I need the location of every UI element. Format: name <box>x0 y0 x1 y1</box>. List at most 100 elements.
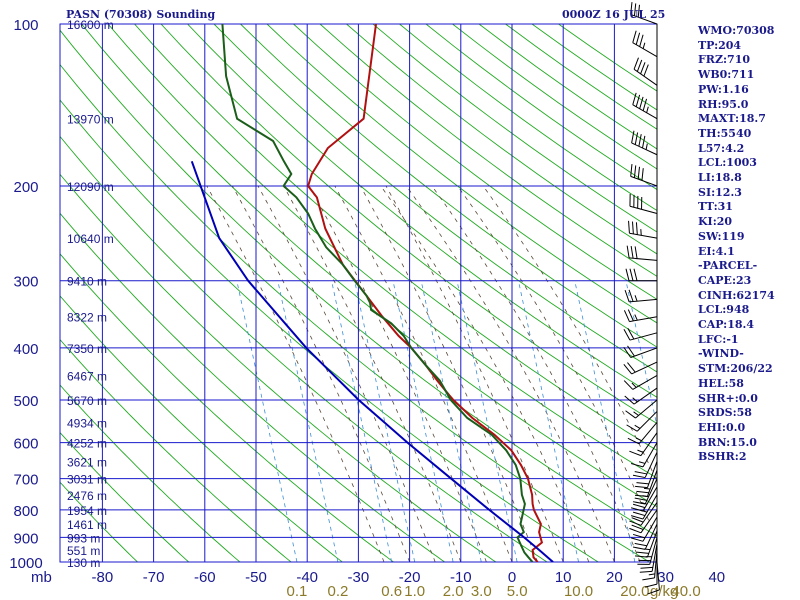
index-entry: MAXT:18.7 <box>698 112 766 126</box>
barb-staff <box>629 205 658 214</box>
profiles <box>190 24 554 562</box>
mixing-ratio-label: 5.0 <box>507 583 528 600</box>
barb-staff <box>638 421 658 445</box>
barb-flag <box>642 577 655 581</box>
barb-flag <box>642 135 646 149</box>
barb-flag <box>636 59 643 72</box>
barb-flag <box>644 583 658 588</box>
barb-staff <box>640 509 658 534</box>
temperature-tick-label: 0 <box>508 569 516 586</box>
barb-flag <box>623 363 633 375</box>
mixing-unit-label: g/kg <box>650 583 678 600</box>
height-label: 13970 m <box>67 113 114 127</box>
barb-flag <box>640 566 653 569</box>
wind-barb <box>629 509 658 534</box>
barb-flag <box>628 220 630 234</box>
height-label: 7350 m <box>67 342 107 356</box>
barb-flag <box>635 32 641 45</box>
height-label: 6467 m <box>67 369 107 383</box>
moist-adiabat <box>431 185 641 562</box>
height-label: 130 m <box>67 556 100 570</box>
wind-barb <box>639 543 658 573</box>
profile-line <box>221 24 534 562</box>
mixing-ratio-label: 0.1 <box>287 583 308 600</box>
barb-half-flag <box>648 573 655 576</box>
temperature-tick-label: 10 <box>555 569 572 586</box>
barb-staff <box>640 432 658 456</box>
index-entry: -WIND- <box>698 347 744 361</box>
barb-flag <box>631 524 644 530</box>
mixing-ratio-label: 0.2 <box>327 583 348 600</box>
background-lines <box>60 24 657 562</box>
barb-half-flag <box>643 548 651 551</box>
wind-barb <box>625 268 657 282</box>
barb-flag <box>631 130 635 144</box>
index-entry: CINH:62174 <box>698 288 775 302</box>
barb-flag <box>642 98 648 111</box>
temperature-tick-label: -70 <box>143 569 165 586</box>
dry-adiabat <box>60 295 344 562</box>
barb-half-flag <box>635 437 642 442</box>
moist-adiabat <box>206 185 385 562</box>
barb-flag <box>639 34 644 47</box>
mixing-ratio-line <box>518 280 579 562</box>
wind-barb <box>629 193 658 214</box>
barb-flag <box>639 570 653 573</box>
barb-staff <box>633 387 658 405</box>
barb-flag <box>632 501 646 505</box>
mixing-ratio-label: 1.0 <box>404 583 425 600</box>
wind-barb <box>635 530 658 558</box>
y-unit-label: mb <box>31 569 52 586</box>
pressure-tick-label: 300 <box>13 274 38 291</box>
barb-staff <box>632 374 658 390</box>
barb-flag <box>624 395 635 405</box>
barb-flag <box>632 30 637 43</box>
wind-barb <box>633 57 658 86</box>
index-entry: PW:1.16 <box>698 82 749 96</box>
wind-barb <box>630 516 658 542</box>
dry-adiabat <box>60 63 651 562</box>
barb-staff <box>631 142 658 156</box>
index-entry: HEL:58 <box>698 376 744 390</box>
height-label: 5670 m <box>67 394 107 408</box>
index-entry: CAPE:23 <box>698 273 752 287</box>
dry-adiabat <box>60 135 548 562</box>
barb-flag <box>634 497 647 501</box>
wind-barbs <box>623 2 660 595</box>
dry-adiabat <box>81 24 657 508</box>
barb-staff <box>629 257 658 261</box>
barb-flag <box>629 520 642 526</box>
height-label: 3031 m <box>67 473 107 487</box>
barb-flag <box>635 222 638 235</box>
index-entry: SHR+:0.0 <box>698 391 758 405</box>
index-entry: CAP:18.4 <box>698 318 755 332</box>
index-entry: SRDS:58 <box>698 406 752 420</box>
index-entry: TT:31 <box>698 200 733 214</box>
barb-flag <box>637 166 640 180</box>
height-label: 8322 m <box>67 311 107 325</box>
moist-adiabat <box>482 185 657 483</box>
barb-half-flag <box>643 487 651 490</box>
wind-barb <box>627 421 658 445</box>
barb-staff <box>629 332 658 341</box>
barb-flag <box>634 471 647 475</box>
barb-half-flag <box>633 411 639 416</box>
temperature-tick-label: -30 <box>348 569 370 586</box>
wind-barb <box>623 309 658 323</box>
mixing-ratio-label: 40.0 <box>671 583 700 600</box>
barb-half-flag <box>642 42 646 49</box>
pressure-tick-label: 500 <box>13 393 38 410</box>
barb-flag <box>626 245 630 258</box>
wind-barb <box>624 289 658 303</box>
height-label: 10640 m <box>67 232 114 246</box>
dry-adiabat <box>160 24 657 425</box>
temperature-tick-label: -40 <box>296 569 318 586</box>
barb-flag <box>625 410 636 419</box>
pressure-tick-label: 600 <box>13 436 38 453</box>
dry-adiabat <box>134 24 657 452</box>
barb-flag <box>647 589 660 595</box>
index-entry: TP:204 <box>698 38 742 52</box>
height-label: 1461 m <box>67 518 107 532</box>
dry-adiabat <box>60 481 139 562</box>
